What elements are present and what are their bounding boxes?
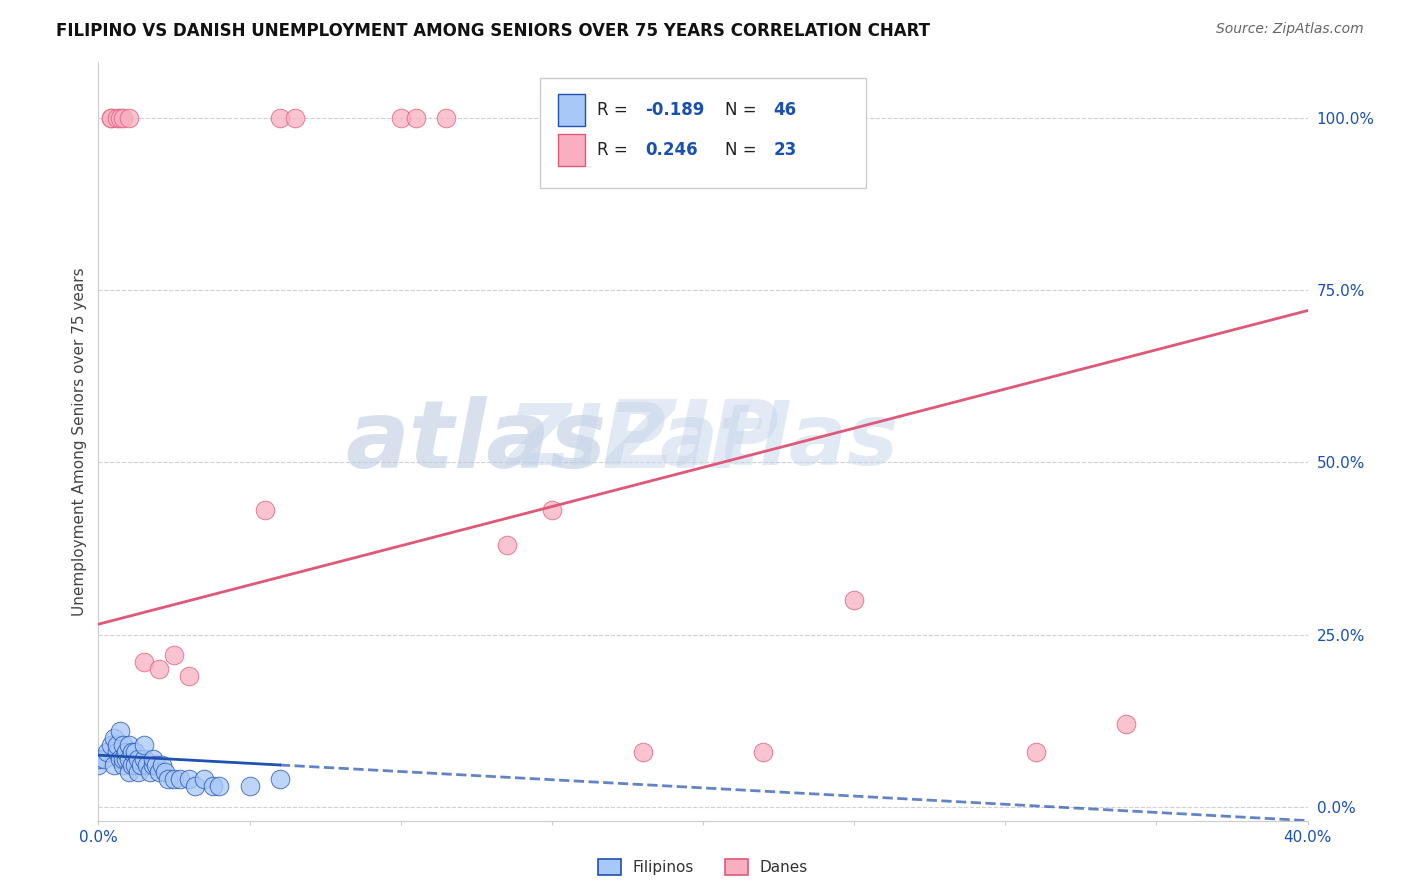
Point	[118, 751, 141, 765]
Point	[105, 745, 128, 759]
Point	[111, 758, 134, 772]
Point	[179, 669, 201, 683]
Point	[269, 111, 291, 125]
Point	[179, 772, 201, 787]
Point	[844, 593, 866, 607]
Point	[495, 538, 517, 552]
Point	[111, 751, 134, 765]
Point	[405, 111, 427, 125]
FancyBboxPatch shape	[558, 95, 585, 126]
Point	[142, 751, 165, 765]
Point	[540, 503, 562, 517]
Point	[100, 738, 122, 752]
Text: atlas: atlas	[344, 395, 606, 488]
Point	[1024, 745, 1046, 759]
Point	[100, 111, 122, 125]
Point	[150, 758, 173, 772]
Point	[127, 765, 149, 780]
Text: ZIP: ZIP	[606, 395, 779, 488]
Text: Source: ZipAtlas.com: Source: ZipAtlas.com	[1216, 22, 1364, 37]
Y-axis label: Unemployment Among Seniors over 75 years: Unemployment Among Seniors over 75 years	[72, 268, 87, 615]
Point	[156, 772, 179, 787]
Text: R =: R =	[596, 141, 633, 159]
Point	[239, 779, 262, 793]
Point	[193, 772, 215, 787]
Point	[118, 111, 141, 125]
Point	[202, 779, 225, 793]
Point	[631, 745, 654, 759]
Point	[132, 738, 155, 752]
Point	[103, 731, 125, 745]
Point	[105, 111, 128, 125]
Point	[127, 751, 149, 765]
Point	[124, 758, 146, 772]
Point	[108, 751, 131, 765]
Point	[87, 758, 110, 772]
Text: -0.189: -0.189	[645, 101, 704, 120]
Point	[148, 662, 170, 676]
Text: 23: 23	[773, 141, 796, 159]
Point	[114, 751, 136, 765]
Point	[100, 111, 122, 125]
Point	[108, 724, 131, 739]
Point	[93, 751, 115, 765]
Point	[208, 779, 231, 793]
Point	[148, 765, 170, 780]
Point	[103, 758, 125, 772]
Point	[184, 779, 207, 793]
Point	[142, 758, 165, 772]
Point	[139, 765, 162, 780]
Point	[118, 765, 141, 780]
Point	[121, 745, 143, 759]
Point	[389, 111, 412, 125]
Point	[163, 648, 186, 663]
Point	[163, 772, 186, 787]
Text: 0.246: 0.246	[645, 141, 697, 159]
Text: 46: 46	[773, 101, 796, 120]
Point	[114, 745, 136, 759]
Point	[752, 745, 775, 759]
Text: R =: R =	[596, 101, 633, 120]
Point	[111, 738, 134, 752]
Point	[135, 758, 157, 772]
Point	[1115, 717, 1137, 731]
FancyBboxPatch shape	[540, 78, 866, 187]
Text: FILIPINO VS DANISH UNEMPLOYMENT AMONG SENIORS OVER 75 YEARS CORRELATION CHART: FILIPINO VS DANISH UNEMPLOYMENT AMONG SE…	[56, 22, 931, 40]
Point	[145, 758, 167, 772]
Point	[253, 503, 276, 517]
Point	[108, 111, 131, 125]
Point	[169, 772, 191, 787]
Legend: Filipinos, Danes: Filipinos, Danes	[592, 853, 814, 881]
Point	[132, 751, 155, 765]
Point	[121, 758, 143, 772]
Point	[269, 772, 291, 787]
Point	[132, 655, 155, 669]
Point	[111, 111, 134, 125]
Text: ZIPatlas: ZIPatlas	[508, 400, 898, 483]
Text: N =: N =	[724, 141, 762, 159]
Point	[124, 745, 146, 759]
Point	[284, 111, 307, 125]
Point	[153, 765, 176, 780]
FancyBboxPatch shape	[558, 134, 585, 166]
Point	[105, 738, 128, 752]
Point	[87, 751, 110, 765]
Point	[434, 111, 457, 125]
Text: N =: N =	[724, 101, 762, 120]
Point	[118, 738, 141, 752]
Point	[96, 745, 118, 759]
Point	[129, 758, 152, 772]
